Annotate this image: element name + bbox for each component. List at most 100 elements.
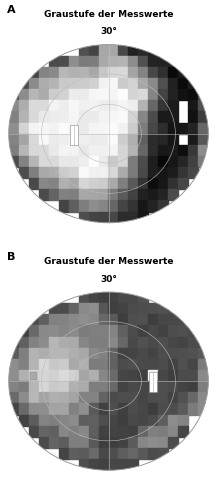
- Bar: [39, 122, 49, 134]
- Bar: [29, 78, 39, 89]
- Bar: [188, 359, 198, 370]
- Bar: [9, 112, 19, 122]
- Bar: [99, 56, 108, 67]
- Bar: [148, 336, 158, 347]
- Bar: [79, 100, 89, 112]
- Bar: [29, 404, 39, 414]
- Bar: [108, 448, 118, 459]
- Bar: [49, 178, 59, 190]
- Bar: [29, 348, 39, 359]
- Bar: [79, 292, 89, 303]
- Bar: [19, 414, 29, 426]
- Bar: [108, 370, 118, 381]
- Bar: [69, 178, 79, 190]
- Bar: [89, 56, 99, 67]
- Bar: [79, 414, 89, 426]
- Bar: [108, 134, 118, 145]
- Bar: [128, 326, 138, 336]
- Bar: [59, 314, 69, 326]
- Bar: [79, 178, 89, 190]
- Bar: [108, 414, 118, 426]
- Bar: [158, 437, 168, 448]
- Bar: [168, 359, 178, 370]
- Bar: [138, 145, 148, 156]
- Bar: [19, 145, 29, 156]
- Bar: [158, 134, 168, 145]
- Bar: [79, 134, 89, 145]
- Bar: [99, 336, 108, 347]
- Bar: [59, 404, 69, 414]
- Bar: [118, 314, 128, 326]
- Bar: [138, 67, 148, 78]
- Bar: [158, 56, 168, 67]
- Bar: [128, 370, 138, 381]
- Bar: [168, 56, 178, 67]
- Bar: [89, 370, 99, 381]
- Bar: [49, 314, 59, 326]
- Bar: [99, 426, 108, 437]
- Bar: [49, 134, 59, 145]
- Bar: [138, 100, 148, 112]
- Bar: [198, 100, 208, 112]
- Bar: [59, 200, 69, 211]
- Bar: [158, 44, 168, 56]
- Bar: [108, 326, 118, 336]
- Bar: [29, 100, 39, 112]
- Bar: [69, 336, 79, 347]
- Bar: [168, 314, 178, 326]
- Bar: [29, 414, 39, 426]
- Bar: [138, 178, 148, 190]
- Bar: [108, 178, 118, 190]
- Bar: [148, 112, 158, 122]
- Bar: [19, 156, 29, 167]
- Bar: [148, 426, 158, 437]
- Bar: [168, 156, 178, 167]
- Bar: [198, 122, 208, 134]
- Bar: [188, 156, 198, 167]
- Bar: [178, 67, 188, 78]
- Bar: [9, 348, 19, 359]
- Bar: [59, 112, 69, 122]
- Bar: [49, 100, 59, 112]
- Bar: [188, 167, 198, 178]
- Bar: [29, 392, 39, 404]
- Text: Graustufe der Messwerte: Graustufe der Messwerte: [44, 258, 173, 266]
- Bar: [79, 167, 89, 178]
- Bar: [19, 112, 29, 122]
- Bar: [39, 348, 49, 359]
- Bar: [168, 100, 178, 112]
- Bar: [178, 303, 188, 314]
- Bar: [79, 448, 89, 459]
- Bar: [59, 336, 69, 347]
- Bar: [49, 56, 59, 67]
- Bar: [89, 414, 99, 426]
- Bar: [178, 89, 188, 100]
- Bar: [19, 167, 29, 178]
- Bar: [99, 212, 108, 223]
- Bar: [158, 200, 168, 211]
- Bar: [128, 448, 138, 459]
- Bar: [79, 404, 89, 414]
- Bar: [118, 404, 128, 414]
- Bar: [9, 134, 19, 145]
- Bar: [29, 89, 39, 100]
- Bar: [99, 67, 108, 78]
- Bar: [59, 370, 69, 381]
- Bar: [108, 100, 118, 112]
- Bar: [79, 56, 89, 67]
- Bar: [99, 44, 108, 56]
- Bar: [158, 404, 168, 414]
- Bar: [138, 56, 148, 67]
- Bar: [89, 134, 99, 145]
- Bar: [79, 392, 89, 404]
- Bar: [108, 89, 118, 100]
- Bar: [148, 314, 158, 326]
- Bar: [108, 56, 118, 67]
- Bar: [158, 359, 168, 370]
- Bar: [29, 167, 39, 178]
- Bar: [188, 122, 198, 134]
- Bar: [118, 67, 128, 78]
- Bar: [128, 167, 138, 178]
- Bar: [69, 200, 79, 211]
- Bar: [19, 100, 29, 112]
